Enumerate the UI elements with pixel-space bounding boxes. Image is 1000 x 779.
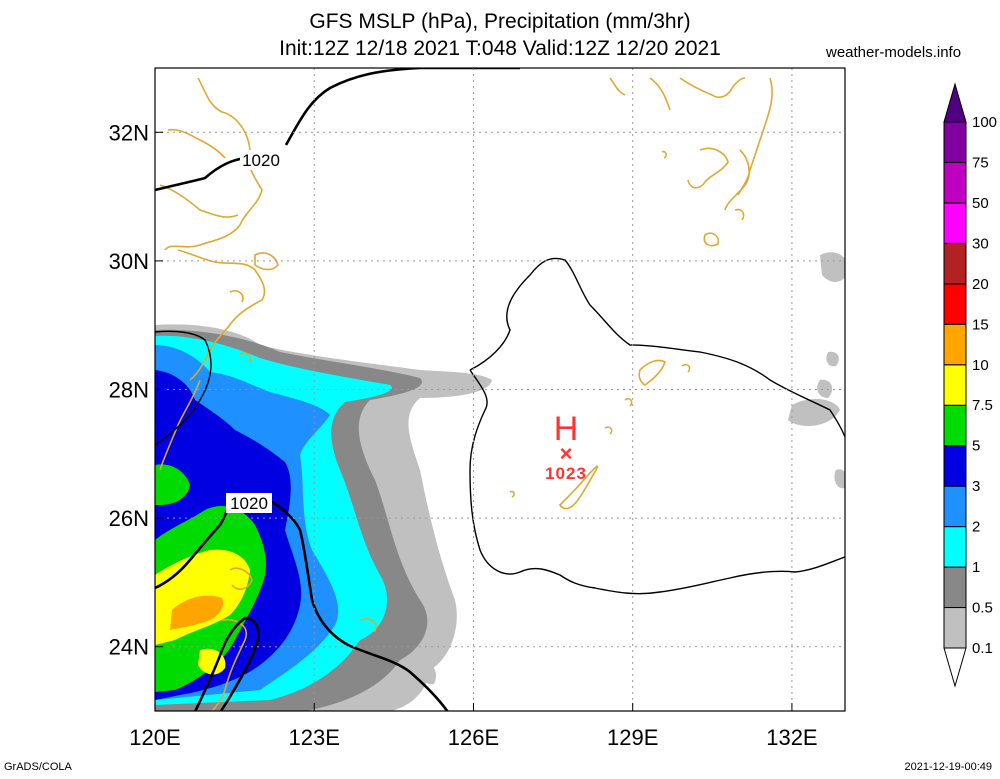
colorbar-segment: [943, 445, 967, 487]
colorbar-segment: [943, 526, 967, 568]
colorbar-level-label: 2: [972, 519, 980, 536]
colorbar-level-label: 10: [972, 357, 989, 374]
footer-timestamp: 2021-12-19-00:49: [904, 761, 992, 773]
latitude-label: 30N: [109, 249, 149, 274]
colorbar-segment: [943, 161, 967, 204]
precip-colorbar: 0.1 0.5 1 2 3 5 7.5 10 15 20 30 50 75 100: [943, 82, 997, 688]
isobar-label: 1020: [230, 494, 268, 513]
high-symbol: H: [554, 410, 579, 448]
longitude-label: 132E: [766, 725, 817, 750]
longitude-labels: 120E 123E 126E 129E 132E: [129, 703, 818, 750]
colorbar-segment: [943, 647, 967, 688]
isobar-label: 1020: [242, 151, 280, 170]
colorbar-level-label: 0.1: [972, 640, 993, 657]
colorbar-level-label: 0.5: [972, 600, 993, 617]
isobar-labels: 1020 1020: [226, 150, 282, 513]
colorbar-segment: [943, 202, 967, 244]
precipitation-shading: [155, 252, 845, 711]
latitude-label: 28N: [109, 378, 149, 403]
longitude-label: 129E: [607, 725, 658, 750]
high-pressure-center: H × 1023: [545, 410, 587, 483]
colorbar-segment: [943, 121, 967, 163]
colorbar-level-label: 1: [972, 559, 980, 576]
latitude-label: 26N: [109, 506, 149, 531]
longitude-label: 123E: [289, 725, 340, 750]
brand-label: weather-models.info: [826, 44, 962, 61]
chart-subtitle: Init:12Z 12/18 2021 T:048 Valid:12Z 12/2…: [279, 37, 721, 60]
footer-left-label: GrADS/COLA: [4, 761, 72, 773]
chart-title: GFS MSLP (hPa), Precipitation (mm/3hr): [309, 10, 691, 33]
latitude-label: 24N: [109, 635, 149, 660]
colorbar-level-label: 75: [972, 154, 989, 171]
longitude-label: 120E: [129, 725, 180, 750]
colorbar-level-label: 5: [972, 438, 980, 455]
colorbar-level-label: 50: [972, 195, 989, 212]
graticule: [155, 68, 845, 711]
colorbar-level-label: 15: [972, 316, 989, 333]
high-marker-icon: ×: [560, 441, 573, 466]
coastlines: [159, 77, 773, 711]
colorbar-segment: [943, 82, 967, 123]
colorbar-segment: [943, 485, 967, 528]
colorbar-segment: [943, 607, 967, 649]
colorbar-level-label: 7.5: [972, 397, 993, 414]
colorbar-level-label: 100: [972, 114, 997, 131]
colorbar-segment: [943, 566, 967, 609]
colorbar-segment: [943, 283, 967, 325]
colorbar-level-label: 20: [972, 276, 989, 293]
latitude-labels: 32N 30N 28N 26N 24N: [109, 120, 163, 660]
colorbar-segment: [943, 404, 967, 447]
latitude-label: 32N: [109, 120, 149, 145]
colorbar-level-label: 30: [972, 235, 989, 252]
colorbar-segment: [943, 242, 967, 285]
colorbar-segment: [943, 323, 967, 366]
colorbar-level-label: 3: [972, 478, 980, 495]
colorbar-segment: [943, 364, 967, 406]
high-value-label: 1023: [545, 464, 587, 483]
longitude-label: 126E: [448, 725, 499, 750]
